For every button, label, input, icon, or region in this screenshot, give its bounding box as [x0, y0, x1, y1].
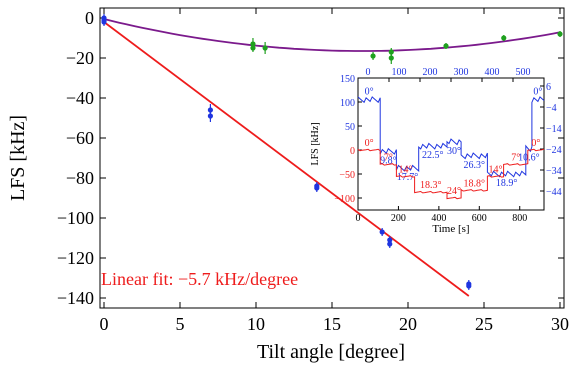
inset-right-tick-label: −44 [546, 187, 562, 198]
green-data-point [443, 43, 449, 49]
inset-top-tick-label: 200 [423, 67, 438, 78]
main-x-tick-label: 15 [323, 314, 341, 334]
linear-fit-annotation: Linear fit: −5.7 kHz/degree [101, 269, 298, 289]
inset-red-step-label: 7° [511, 152, 520, 163]
green-data-point [557, 31, 563, 37]
inset-blue-step-label: 18.9° [496, 178, 518, 189]
inset-y-tick-label: 0 [350, 146, 355, 157]
main-y-tick-label: 0 [85, 8, 94, 28]
main-x-axis-label: Tilt angle [degree] [257, 341, 405, 363]
inset-red-step-label: 18.3° [420, 180, 442, 191]
main-y-tick-label: −140 [57, 288, 94, 308]
main-x-tick-label: 0 [100, 314, 109, 334]
inset-x-tick-label: 0 [356, 213, 361, 224]
inset-right-tick-label: 6 [546, 82, 551, 93]
inset-top-tick-label: 400 [485, 67, 500, 78]
inset-top-tick-label: 300 [454, 67, 469, 78]
inset-right-tick-label: −14 [546, 124, 562, 135]
inset-red-step-label: 24° [447, 186, 461, 197]
inset-blue-trace [357, 96, 545, 178]
inset-x-axis-label: Time [s] [432, 223, 469, 235]
inset-top-tick-label: 0 [366, 67, 371, 78]
blue-data-point [101, 19, 107, 25]
inset-red-step-label: 0° [531, 138, 540, 149]
inset-blue-step-label: 26.3° [464, 160, 486, 171]
blue-data-point [207, 113, 213, 119]
inset-y-axis-label: LFS [kHz] [310, 122, 321, 165]
inset-y-tick-label: −50 [339, 170, 355, 181]
green-data-point [370, 53, 376, 59]
blue-data-point [379, 229, 385, 235]
main-y-tick-label: −120 [57, 248, 94, 268]
inset-y-tick-label: −100 [334, 194, 355, 205]
inset-right-tick-label: −24 [546, 145, 562, 156]
green-data-point [250, 45, 256, 51]
inset-right-tick-label: −34 [546, 166, 562, 177]
main-x-tick-label: 5 [176, 314, 185, 334]
main-y-axis-label: LFS [kHz] [7, 115, 29, 201]
inset-blue-step-label: 0° [533, 87, 542, 98]
inset-x-tick-label: 600 [472, 213, 487, 224]
inset-red-step-label: 7° [384, 152, 393, 163]
blue-data-point [466, 283, 472, 289]
inset-y-tick-label: 50 [345, 122, 355, 133]
main-y-tick-label: −20 [66, 48, 94, 68]
green-data-point [388, 55, 394, 61]
inset-red-trace [357, 148, 545, 200]
main-y-tick-label: −60 [66, 128, 94, 148]
inset-blue-step-label: 17.7° [397, 172, 419, 183]
inset-y-tick-label: 100 [340, 98, 355, 109]
inset-x-tick-label: 400 [431, 213, 446, 224]
inset-red-step-label: 0° [365, 138, 374, 149]
main-x-tick-label: 30 [551, 314, 569, 334]
main-x-tick-label: 25 [475, 314, 493, 334]
inset-blue-step-label: 0° [365, 87, 374, 98]
main-y-tick-label: −100 [57, 208, 94, 228]
inset-blue-step-label: 10.6° [518, 153, 540, 164]
inset-red-step-label: 14° [488, 164, 502, 175]
inset-x-tick-label: 200 [391, 213, 406, 224]
blue-data-point [314, 185, 320, 191]
main-data-marks [101, 14, 563, 297]
main-x-tick-label: 10 [247, 314, 265, 334]
blue-data-point [387, 241, 393, 247]
inset-x-tick-label: 800 [512, 213, 527, 224]
main-y-tick-label: −40 [66, 88, 94, 108]
green-data-point [262, 45, 268, 51]
inset-data-marks: 0° 9.8°17.7°22.5° 30°26.3° 18.9° 10.6° 0° 0° 7°… [357, 87, 545, 200]
parabola-fit-curve [103, 18, 561, 52]
inset-blue-step-label: 30° [447, 146, 461, 157]
main-x-tick-label: 20 [399, 314, 417, 334]
inset-plot-frame [357, 77, 545, 211]
linear-fit-line [103, 21, 470, 297]
inset-top-tick-label: 100 [392, 67, 407, 78]
green-data-point [501, 35, 507, 41]
inset-red-step-label: 18.8° [464, 178, 486, 189]
inset-y-tick-label: 150 [340, 74, 355, 85]
main-axes: 0 5 10 15 20 25 300−20−40−60−80−100−120−140 [57, 8, 569, 334]
inset-red-step-label: 14° [399, 164, 413, 175]
inset-blue-step-label: 22.5° [422, 150, 444, 161]
inset-right-tick-label: −4 [546, 103, 557, 114]
main-y-tick-label: −80 [66, 168, 94, 188]
inset-top-tick-label: 500 [516, 67, 531, 78]
inset-blue-step-label: 9.8° [380, 155, 397, 166]
